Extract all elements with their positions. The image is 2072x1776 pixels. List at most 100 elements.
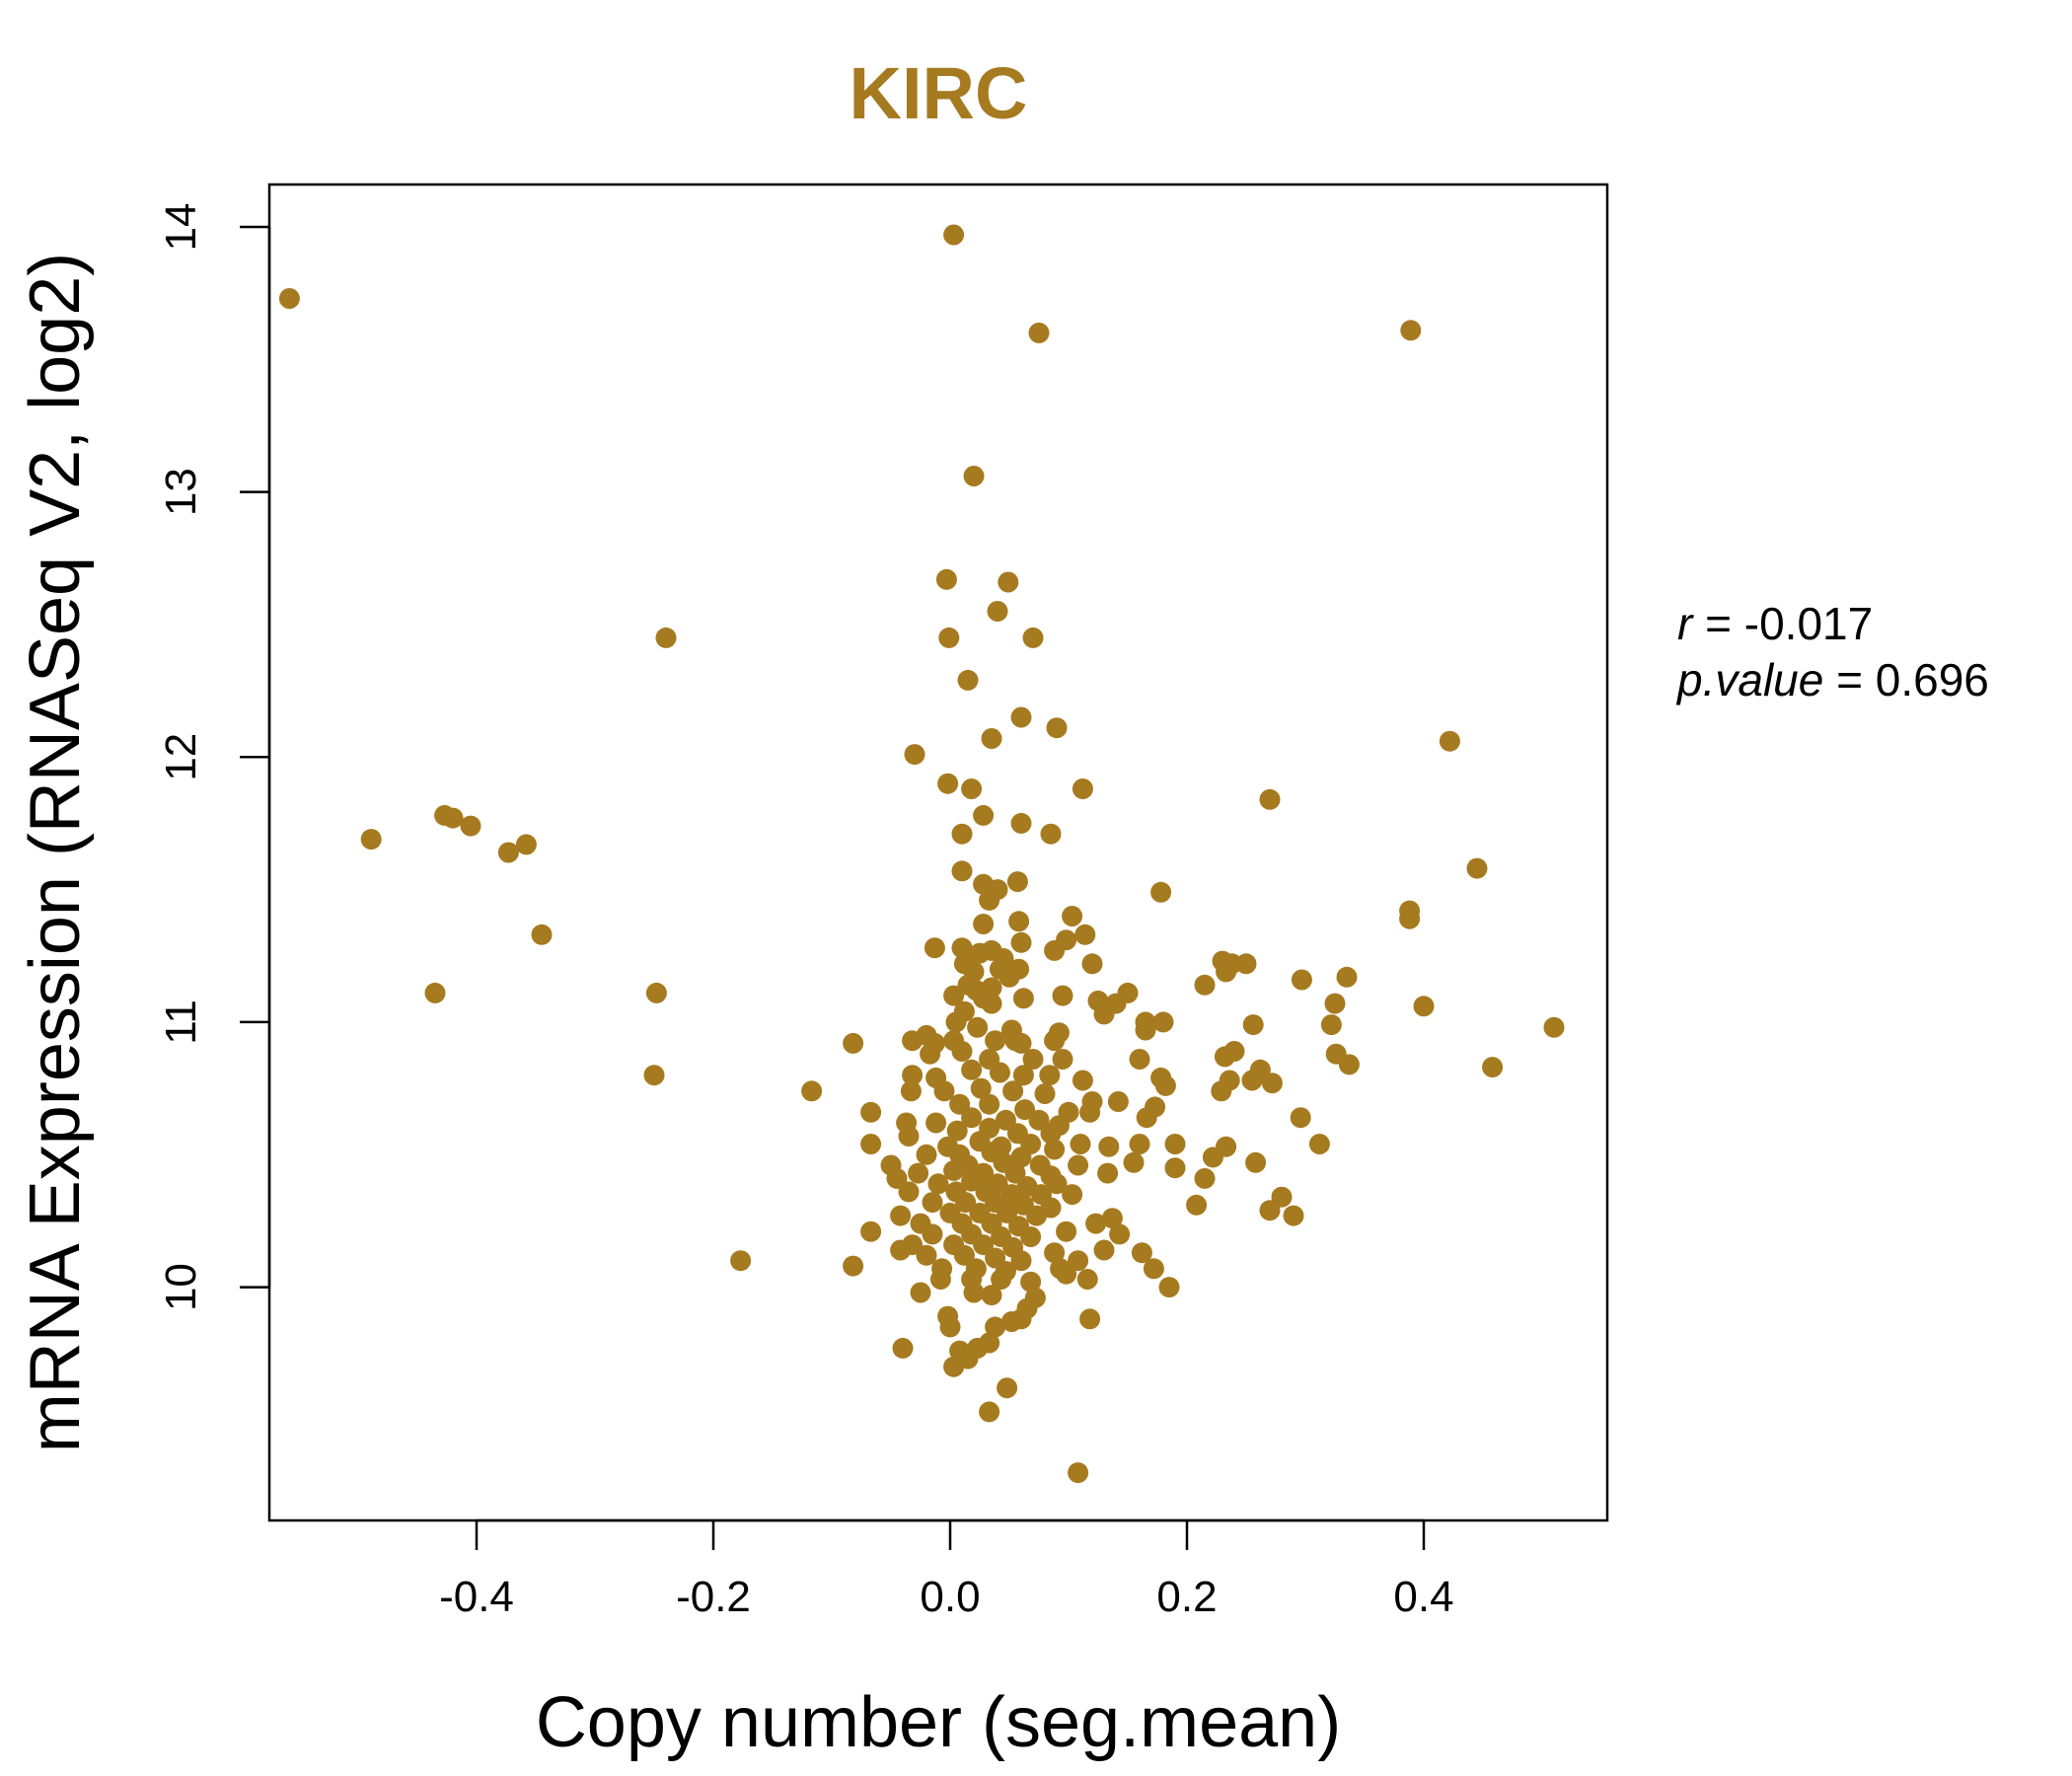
- data-point: [961, 778, 983, 799]
- data-point: [973, 804, 995, 826]
- data-point: [1154, 1074, 1176, 1096]
- data-point: [1308, 1134, 1330, 1154]
- data-point: [1466, 857, 1488, 879]
- data-point: [1211, 1080, 1232, 1102]
- data-point: [945, 1011, 967, 1033]
- data-point: [1413, 996, 1435, 1017]
- data-point: [1044, 939, 1066, 961]
- data-point: [957, 669, 979, 691]
- data-point: [929, 1269, 951, 1290]
- chart-title: KIRC: [850, 52, 1028, 134]
- data-point: [1242, 1014, 1264, 1036]
- data-point: [1079, 1308, 1101, 1330]
- data-point: [979, 1093, 1000, 1115]
- data-point: [1010, 931, 1032, 953]
- data-point: [1012, 988, 1034, 1009]
- data-point: [1002, 1080, 1024, 1102]
- data-point: [1291, 969, 1312, 991]
- data-point: [981, 1285, 1002, 1306]
- p-label: p.value: [1675, 654, 1823, 705]
- data-point: [933, 1080, 955, 1102]
- data-point: [1098, 1136, 1120, 1157]
- data-point: [1040, 823, 1062, 845]
- data-point: [943, 224, 965, 246]
- data-point: [1543, 1016, 1565, 1038]
- p-value-stat: p.value = 0.696: [1675, 654, 1989, 705]
- x-tick-label: 0.0: [920, 1573, 980, 1621]
- data-point: [987, 601, 1008, 622]
- data-point: [904, 744, 925, 766]
- data-point: [939, 1316, 961, 1338]
- data-point: [908, 1162, 929, 1184]
- x-tick-label: -0.4: [439, 1573, 514, 1621]
- data-point: [955, 1192, 977, 1214]
- data-point: [1131, 1242, 1152, 1264]
- y-tick-label: 11: [157, 999, 205, 1045]
- data-point: [645, 982, 667, 1003]
- data-point: [1022, 1049, 1044, 1070]
- data-point: [1006, 871, 1028, 893]
- data-point: [1012, 1065, 1034, 1086]
- r-label: r: [1677, 598, 1694, 649]
- data-point: [981, 993, 1002, 1014]
- data-point: [1070, 1134, 1091, 1154]
- data-point: [1150, 881, 1172, 903]
- data-point: [890, 1239, 912, 1261]
- data-point: [973, 1234, 995, 1256]
- data-point: [925, 1112, 947, 1134]
- data-point: [1271, 1186, 1293, 1208]
- data-point: [1046, 1173, 1068, 1195]
- data-point: [1044, 1242, 1066, 1264]
- data-point: [497, 842, 519, 863]
- data-point: [1245, 1151, 1267, 1173]
- data-point: [1135, 1019, 1156, 1041]
- data-point: [892, 1337, 914, 1359]
- data-point: [1044, 1139, 1066, 1160]
- data-point: [995, 1109, 1016, 1131]
- data-point: [1056, 1263, 1077, 1285]
- data-point: [1109, 1223, 1131, 1245]
- data-point: [843, 1255, 864, 1277]
- data-point: [1046, 717, 1068, 739]
- data-point: [1085, 1213, 1107, 1234]
- data-point: [938, 627, 960, 648]
- data-point: [1336, 966, 1358, 988]
- correlation-stat: r = -0.017: [1677, 598, 1873, 649]
- data-point: [1020, 1226, 1042, 1247]
- data-point: [1129, 1049, 1150, 1070]
- data-point: [961, 1170, 983, 1192]
- data-point: [1216, 961, 1237, 983]
- data-point: [1129, 1134, 1150, 1154]
- data-point: [1241, 1070, 1263, 1091]
- data-point: [1068, 1250, 1089, 1272]
- data-point: [943, 1159, 965, 1181]
- data-point: [860, 1134, 882, 1154]
- data-point: [922, 1223, 943, 1245]
- data-point: [1324, 993, 1346, 1014]
- data-point: [1062, 1184, 1083, 1206]
- data-point: [1107, 1091, 1129, 1112]
- x-tick-label: -0.2: [676, 1573, 751, 1621]
- data-point: [1290, 1107, 1311, 1129]
- data-point: [515, 834, 537, 855]
- data-point: [424, 982, 446, 1003]
- data-point: [1214, 1046, 1235, 1068]
- data-point: [460, 815, 481, 837]
- data-point: [1194, 1167, 1216, 1189]
- data-point: [920, 1043, 941, 1065]
- y-axis-title: mRNA Expression (RNASeq V2, log2): [16, 253, 95, 1452]
- data-point: [1261, 1073, 1283, 1094]
- p-value: 0.696: [1876, 654, 1989, 705]
- data-point: [985, 1030, 1006, 1052]
- data-point: [951, 823, 973, 845]
- data-point: [1186, 1194, 1208, 1216]
- data-point: [902, 1030, 924, 1052]
- data-point: [922, 1192, 943, 1214]
- data-point: [924, 937, 945, 959]
- data-point: [1028, 1109, 1050, 1131]
- data-point: [1028, 322, 1050, 343]
- data-point: [1136, 1107, 1157, 1129]
- data-point: [843, 1032, 864, 1054]
- data-point: [1008, 911, 1030, 932]
